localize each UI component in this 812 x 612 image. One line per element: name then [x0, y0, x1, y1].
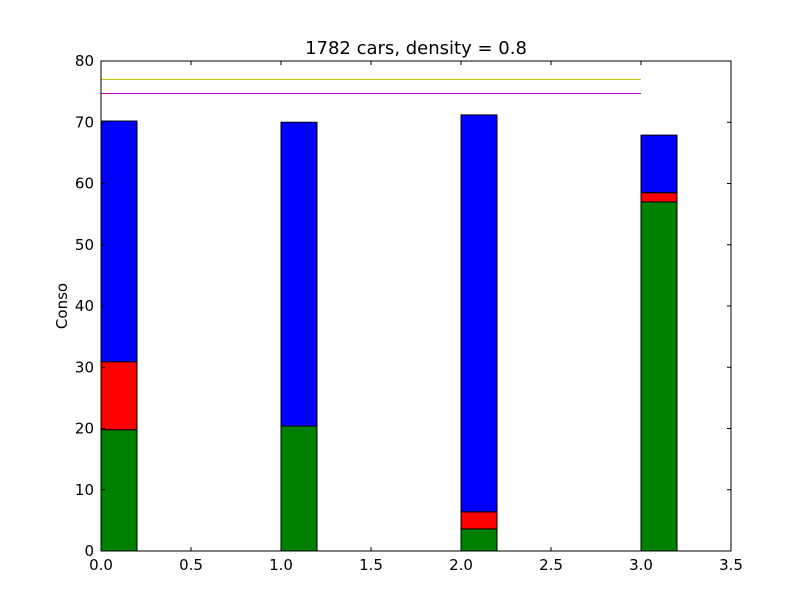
chart-title: 1782 cars, density = 0.8	[305, 38, 527, 59]
bar-segment	[100, 120, 138, 363]
x-tick-label: 3.0	[629, 556, 653, 574]
x-tick-label: 0.0	[89, 556, 113, 574]
bar-segment	[460, 114, 498, 513]
bar-segment	[280, 121, 318, 427]
x-tick-label: 2.5	[539, 556, 563, 574]
y-tick-label: 10	[75, 481, 94, 499]
bar-segment	[100, 361, 138, 431]
bars-layer	[100, 114, 678, 552]
bar-segment	[640, 192, 678, 203]
y-tick-label: 50	[75, 236, 94, 254]
y-axis-label: Conso	[53, 283, 71, 329]
reference-lines-layer	[101, 78, 641, 94]
y-tick-label: 70	[75, 113, 94, 131]
y-tick-label: 60	[75, 175, 94, 193]
plot-background	[101, 61, 731, 551]
ticks-layer: 0.0 0.5 1.0 1.5 2.0 2.5 3.0 3.5 0 10 20 30 40 50 60 70 8…	[75, 52, 743, 574]
bar-segment	[100, 429, 138, 552]
x-tick-label: 3.5	[719, 556, 743, 574]
y-tick-label: 80	[75, 52, 94, 70]
y-tick-label: 30	[75, 358, 94, 376]
y-tick-label: 0	[84, 542, 94, 560]
bar-segment	[280, 425, 318, 552]
bar-segment	[640, 201, 678, 552]
bar-segment	[460, 511, 498, 530]
x-tick-label: 2.0	[449, 556, 473, 574]
x-tick-label: 0.5	[179, 556, 203, 574]
x-tick-label: 1.0	[269, 556, 293, 574]
bar-segment	[640, 134, 678, 194]
y-tick-label: 20	[75, 420, 94, 438]
bar-segment	[460, 528, 498, 552]
x-tick-label: 1.5	[359, 556, 383, 574]
y-tick-label: 40	[75, 297, 94, 315]
